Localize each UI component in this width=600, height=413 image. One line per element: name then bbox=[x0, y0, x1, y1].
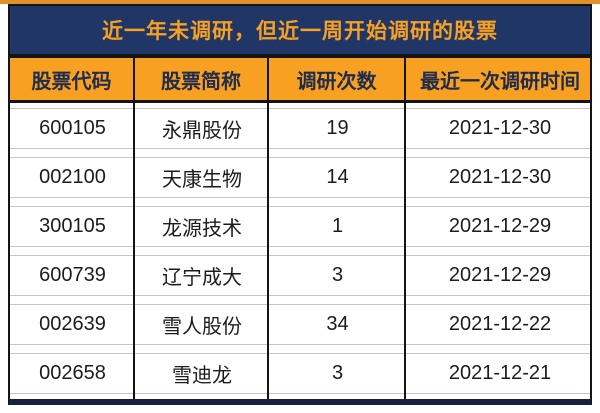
stock-table: 股票代码 股票简称 调研次数 最近一次调研时间 600105 永鼎股份 19 2… bbox=[8, 56, 592, 405]
cell-stock-code: 600105 bbox=[39, 117, 106, 139]
cell-stock-name: 龙源技术 bbox=[162, 218, 242, 240]
cell-survey-count: 14 bbox=[326, 166, 349, 188]
cell-latest-survey-date: 2021-12-21 bbox=[448, 362, 552, 384]
cell-latest-survey-date: 2021-12-30 bbox=[448, 117, 552, 139]
table-row: 002658 雪迪龙 3 2021-12-21 bbox=[10, 353, 590, 394]
cell-stock-code: 600739 bbox=[39, 264, 106, 286]
table-panel: 近一年未调研，但近一周开始调研的股票 股票代码 股票简称 调研次数 最近一次调研… bbox=[8, 4, 592, 405]
cell-stock-code: 002658 bbox=[39, 362, 106, 384]
cell-stock-name: 辽宁成大 bbox=[162, 267, 242, 289]
page-title: 近一年未调研，但近一周开始调研的股票 bbox=[102, 20, 498, 43]
cell-stock-name: 雪迪龙 bbox=[172, 365, 232, 387]
cell-latest-survey-date: 2021-12-22 bbox=[448, 313, 552, 335]
table-row: 600739 辽宁成大 3 2021-12-29 bbox=[10, 255, 590, 296]
cell-survey-count: 19 bbox=[326, 117, 349, 139]
column-divider bbox=[133, 103, 135, 399]
table-row: 600105 永鼎股份 19 2021-12-30 bbox=[10, 108, 590, 149]
cell-survey-count: 3 bbox=[331, 264, 344, 286]
column-divider bbox=[404, 103, 406, 399]
header-stock-name: 股票简称 bbox=[135, 58, 269, 100]
column-divider bbox=[267, 103, 269, 399]
table-row: 300105 龙源技术 1 2021-12-29 bbox=[10, 206, 590, 247]
cell-stock-code: 300105 bbox=[39, 215, 106, 237]
header-survey-count: 调研次数 bbox=[269, 58, 406, 100]
table-body: 600105 永鼎股份 19 2021-12-30 002100 天康生物 14… bbox=[10, 103, 590, 399]
cell-latest-survey-date: 2021-12-29 bbox=[448, 215, 552, 237]
table-row: 002100 天康生物 14 2021-12-30 bbox=[10, 157, 590, 198]
table-row: 002639 雪人股份 34 2021-12-22 bbox=[10, 304, 590, 345]
header-stock-code: 股票代码 bbox=[10, 58, 135, 100]
table-header-row: 股票代码 股票简称 调研次数 最近一次调研时间 bbox=[10, 58, 590, 103]
cell-latest-survey-date: 2021-12-30 bbox=[448, 166, 552, 188]
cell-survey-count: 34 bbox=[326, 313, 349, 335]
cell-stock-code: 002100 bbox=[39, 166, 106, 188]
cell-stock-name: 永鼎股份 bbox=[162, 120, 242, 142]
cell-survey-count: 3 bbox=[331, 362, 344, 384]
cell-survey-count: 1 bbox=[331, 215, 344, 237]
cell-stock-code: 002639 bbox=[39, 313, 106, 335]
header-latest-survey-date: 最近一次调研时间 bbox=[420, 70, 580, 93]
top-accent-strip bbox=[0, 0, 600, 4]
cell-stock-name: 雪人股份 bbox=[162, 316, 242, 338]
cell-stock-name: 天康生物 bbox=[162, 169, 242, 191]
title-bar: 近一年未调研，但近一周开始调研的股票 bbox=[8, 4, 592, 56]
cell-latest-survey-date: 2021-12-29 bbox=[448, 264, 552, 286]
